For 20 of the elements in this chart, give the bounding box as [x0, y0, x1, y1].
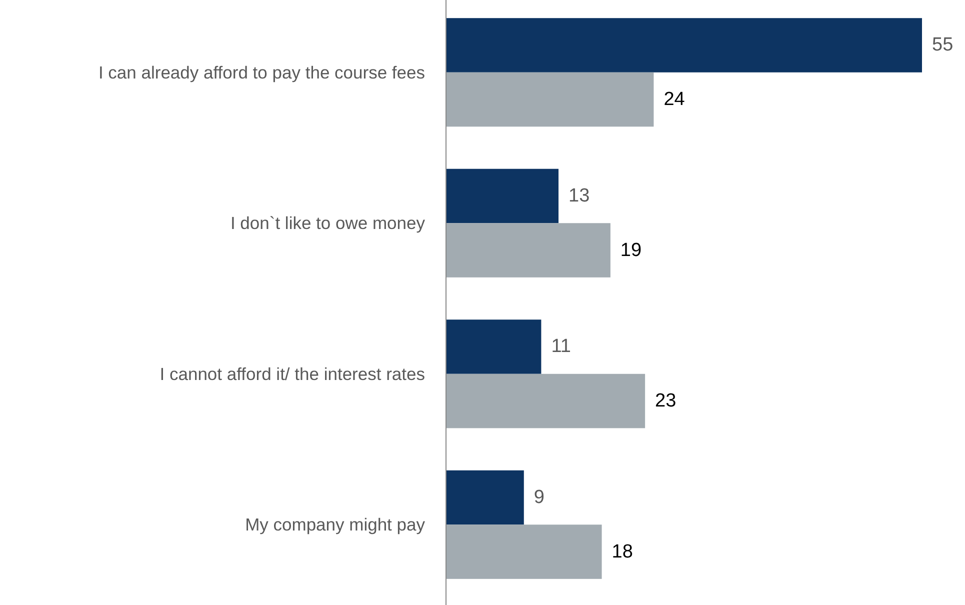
data-label: 11: [551, 336, 571, 358]
data-label: 24: [664, 89, 686, 110]
data-label: 19: [620, 240, 642, 261]
y-tick-label: I don`t like to owe money: [230, 213, 426, 234]
bar: [446, 18, 922, 72]
bar: [446, 470, 524, 525]
data-label: 9: [534, 487, 544, 508]
data-label: 55: [932, 34, 954, 56]
data-label: 23: [655, 390, 676, 412]
y-tick-label: I cannot afford it/ the interest rates: [160, 364, 426, 384]
bar: [446, 168, 559, 224]
bar: [446, 72, 654, 127]
bar: [446, 374, 646, 428]
bar: [446, 223, 610, 278]
bar: [446, 524, 602, 579]
bar: [446, 320, 542, 374]
data-label: 18: [612, 541, 633, 562]
data-label: 13: [568, 185, 590, 206]
y-tick-label: My company might pay: [245, 514, 426, 535]
y-tick-label: I can already afford to pay the course fees: [98, 62, 426, 82]
